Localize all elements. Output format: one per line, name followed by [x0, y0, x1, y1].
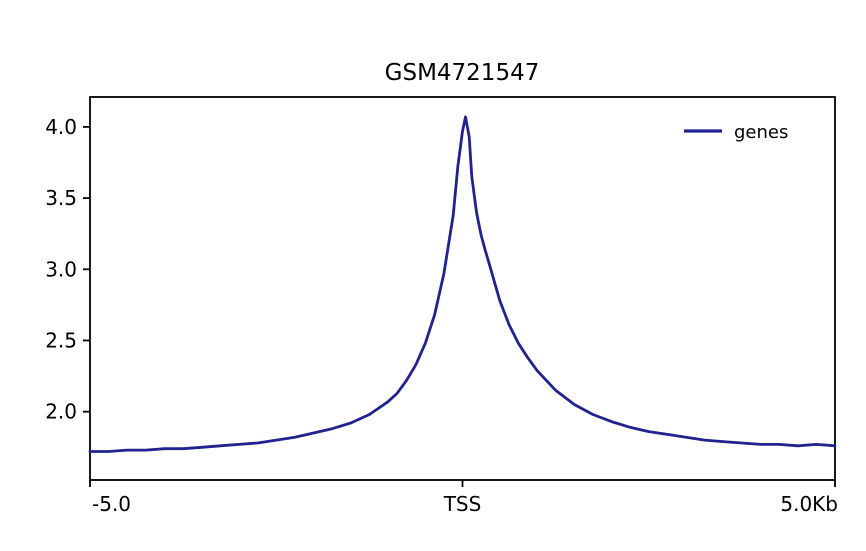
y-tick-label: 2.0 — [45, 400, 77, 424]
y-tick-label: 2.5 — [45, 328, 77, 352]
y-axis-ticks: 2.0 2.5 3.0 3.5 4.0 — [45, 115, 90, 424]
genes-profile-line — [88, 115, 837, 453]
plot-border — [89, 96, 836, 481]
x-axis-ticks: -5.0 TSS 5.0Kb — [89, 480, 838, 516]
x-tick-label: TSS — [443, 492, 482, 516]
x-tick-label: -5.0 — [92, 492, 131, 516]
y-tick-label: 3.5 — [45, 186, 77, 210]
legend-label: genes — [734, 122, 788, 143]
x-tick-label: 5.0Kb — [780, 492, 838, 516]
y-tick-label: 4.0 — [45, 115, 77, 139]
legend: genes — [684, 122, 788, 143]
y-tick-label: 3.0 — [45, 257, 77, 281]
chart-title: GSM4721547 — [385, 60, 540, 86]
